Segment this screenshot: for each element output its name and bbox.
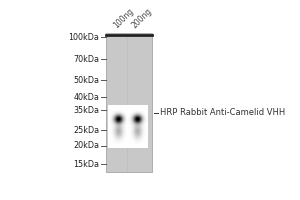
Text: 100ng: 100ng <box>112 7 135 30</box>
Bar <box>106 33 152 172</box>
Text: 15kDa: 15kDa <box>74 160 100 169</box>
Text: 50kDa: 50kDa <box>74 76 100 85</box>
Text: 35kDa: 35kDa <box>74 106 100 115</box>
Text: 200ng: 200ng <box>130 7 154 30</box>
Text: 25kDa: 25kDa <box>74 126 100 135</box>
Text: 20kDa: 20kDa <box>74 141 100 150</box>
Text: 40kDa: 40kDa <box>74 93 100 102</box>
Text: 100kDa: 100kDa <box>69 33 100 42</box>
Text: HRP Rabbit Anti-Camelid VHH: HRP Rabbit Anti-Camelid VHH <box>160 108 285 117</box>
Text: 70kDa: 70kDa <box>74 55 100 64</box>
